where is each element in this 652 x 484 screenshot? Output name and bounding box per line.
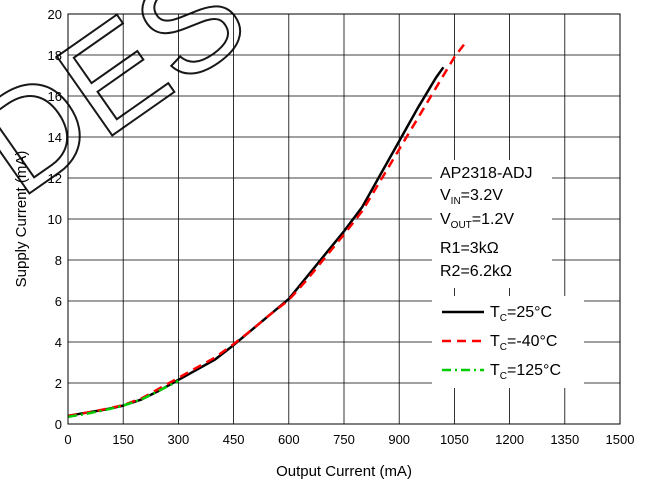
vin-value: =3.2V	[461, 187, 504, 204]
legend-label: TC=25°C	[490, 304, 552, 324]
x-tick-label: 1500	[606, 432, 635, 447]
x-tick-label: 0	[64, 432, 71, 447]
vout-main: V	[440, 211, 451, 228]
vout-sub: OUT	[451, 220, 472, 231]
x-tick-label: 1200	[495, 432, 524, 447]
legend-label-value: =-40°C	[507, 333, 557, 350]
x-axis-title: Output Current (mA)	[276, 463, 412, 480]
y-tick-label: 20	[48, 7, 62, 22]
series-line-2	[67, 41, 467, 418]
y-tick-label: 0	[55, 417, 62, 432]
x-tick-label: 150	[112, 432, 134, 447]
annotation-background	[432, 160, 552, 288]
y-tick-label: 10	[48, 212, 62, 227]
device-label: AP2318-ADJ	[440, 165, 533, 182]
x-tick-label: 900	[388, 432, 410, 447]
y-tick-label: 16	[48, 89, 62, 104]
series-layer	[67, 41, 467, 419]
vin-main: V	[440, 187, 451, 204]
x-tick-labels: 0 150 300 450 600 750 900 1050 1200 1350 1500	[64, 432, 634, 447]
x-tick-label: 600	[278, 432, 300, 447]
legend-label: TC=-40°C	[490, 333, 557, 353]
vout-label: VOUT=1.2V	[440, 211, 514, 231]
legend-label-main: T	[490, 362, 500, 379]
r2-label: R2=6.2kΩ	[440, 263, 512, 280]
y-tick-labels: 0 2 4 6 8 10 12 14 16 18 20	[48, 7, 62, 432]
vout-value: =1.2V	[472, 211, 515, 228]
legend: TC=25°CTC=-40°CTC=125°C	[432, 296, 584, 388]
x-tick-label: 300	[168, 432, 190, 447]
y-axis-title: Supply Current (mA)	[13, 151, 30, 288]
x-tick-label: 450	[223, 432, 245, 447]
legend-label-main: T	[490, 333, 500, 350]
y-tick-label: 2	[55, 376, 62, 391]
y-tick-label: 8	[55, 253, 62, 268]
legend-label-value: =25°C	[507, 304, 552, 321]
condition-annotation: AP2318-ADJ VIN=3.2V VOUT=1.2V R1=3kΩ R2=…	[432, 160, 552, 288]
y-tick-label: 6	[55, 294, 62, 309]
y-tick-label: 18	[48, 48, 62, 63]
legend-label-sub: C	[500, 371, 507, 382]
y-tick-label: 12	[48, 171, 62, 186]
series-line-3	[67, 379, 179, 419]
legend-label-sub: C	[500, 313, 507, 324]
r1-label: R1=3kΩ	[440, 240, 499, 257]
x-tick-label: 1350	[550, 432, 579, 447]
legend-label-sub: C	[500, 342, 507, 353]
x-tick-label: 1050	[440, 432, 469, 447]
legend-label: TC=125°C	[490, 362, 561, 382]
legend-label-main: T	[490, 304, 500, 321]
y-tick-label: 14	[48, 130, 62, 145]
y-tick-label: 4	[55, 335, 62, 350]
legend-label-value: =125°C	[507, 362, 561, 379]
vin-label: VIN=3.2V	[440, 187, 503, 207]
x-tick-label: 750	[333, 432, 355, 447]
plot-frame	[67, 13, 621, 425]
vin-sub: IN	[451, 196, 461, 207]
watermark: DES	[0, 0, 273, 225]
